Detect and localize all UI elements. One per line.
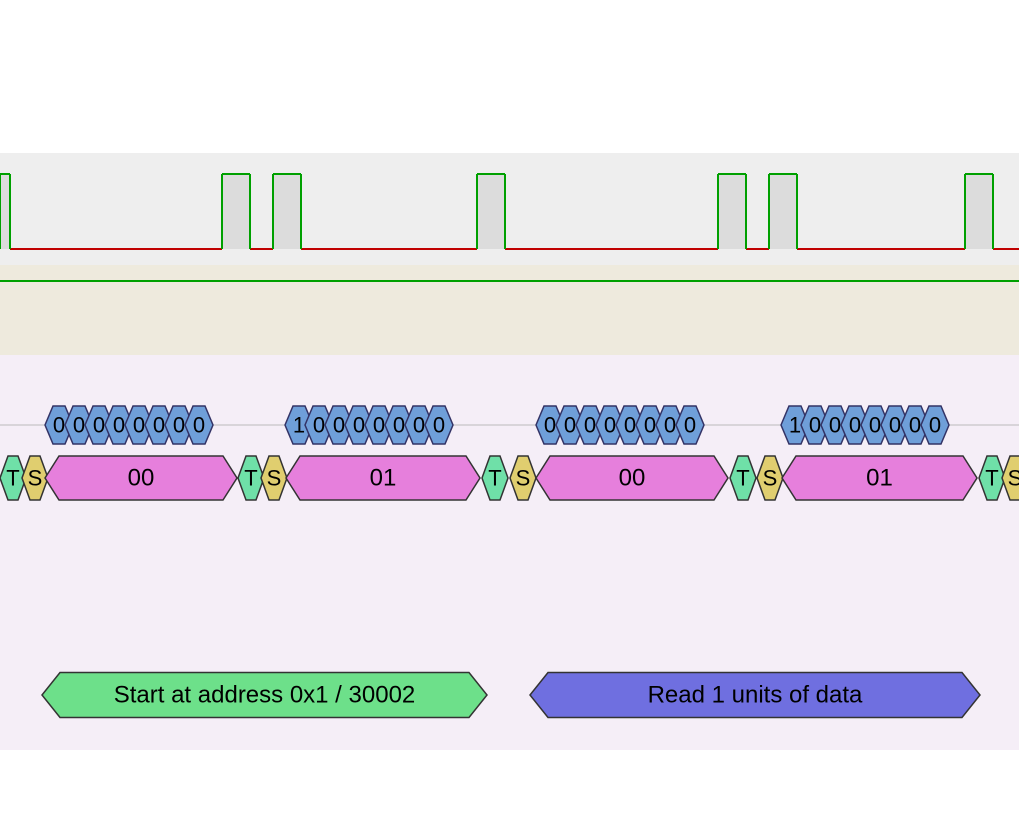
marker-label: S bbox=[267, 466, 282, 491]
bit-value: 0 bbox=[173, 413, 185, 438]
bit-value: 1 bbox=[293, 413, 305, 438]
bit-value: 0 bbox=[644, 413, 656, 438]
bit-value: 0 bbox=[193, 413, 205, 438]
marker-label: S bbox=[516, 466, 531, 491]
bit-value: 0 bbox=[153, 413, 165, 438]
bit-value: 0 bbox=[604, 413, 616, 438]
marker-label: S bbox=[763, 466, 778, 491]
annotation-hex: Start at address 0x1 / 30002 bbox=[42, 673, 487, 718]
bit-value: 0 bbox=[849, 413, 861, 438]
waveform-pulse bbox=[769, 174, 797, 249]
byte-hex: 00 bbox=[536, 456, 728, 500]
bit-value: 0 bbox=[133, 413, 145, 438]
byte-hex: 01 bbox=[286, 456, 480, 500]
marker-label: S bbox=[1008, 466, 1019, 491]
bit-value: 0 bbox=[93, 413, 105, 438]
bit-value: 0 bbox=[929, 413, 941, 438]
waveform-pulse bbox=[965, 174, 993, 249]
bit-value: 0 bbox=[113, 413, 125, 438]
waveform-pulse bbox=[718, 174, 746, 249]
bit-value: 0 bbox=[544, 413, 556, 438]
bit-value: 0 bbox=[869, 413, 881, 438]
byte-value: 00 bbox=[619, 465, 646, 492]
marker-label: T bbox=[736, 466, 749, 491]
bit-value: 0 bbox=[313, 413, 325, 438]
marker-label: T bbox=[985, 466, 998, 491]
marker-label: T bbox=[244, 466, 257, 491]
waveform-pulse bbox=[477, 174, 505, 249]
byte-hex: 01 bbox=[782, 456, 977, 500]
bit-value: 0 bbox=[393, 413, 405, 438]
secondary-strip-background bbox=[0, 265, 1019, 355]
marker-label: S bbox=[28, 466, 43, 491]
bit-value: 0 bbox=[433, 413, 445, 438]
annotation-hex: Read 1 units of data bbox=[530, 673, 980, 718]
bit-value: 0 bbox=[624, 413, 636, 438]
annotation-text: Start at address 0x1 / 30002 bbox=[114, 682, 416, 709]
bit-value: 0 bbox=[333, 413, 345, 438]
bit-value: 0 bbox=[584, 413, 596, 438]
waveform-pulse bbox=[0, 174, 10, 249]
bit-value: 0 bbox=[829, 413, 841, 438]
bit-value: 0 bbox=[664, 413, 676, 438]
bit-value: 0 bbox=[73, 413, 85, 438]
waveform-pulse bbox=[273, 174, 301, 249]
bit-value: 0 bbox=[809, 413, 821, 438]
bit-value: 0 bbox=[684, 413, 696, 438]
marker-label: T bbox=[488, 466, 501, 491]
byte-value: 01 bbox=[866, 465, 893, 492]
byte-hex: 00 bbox=[45, 456, 237, 500]
byte-value: 00 bbox=[128, 465, 155, 492]
bit-value: 0 bbox=[889, 413, 901, 438]
bit-value: 0 bbox=[564, 413, 576, 438]
annotation-text: Read 1 units of data bbox=[648, 682, 863, 709]
bit-value: 0 bbox=[413, 413, 425, 438]
bit-value: 0 bbox=[353, 413, 365, 438]
bit-value: 1 bbox=[789, 413, 801, 438]
marker-label: T bbox=[6, 466, 19, 491]
bit-value: 0 bbox=[373, 413, 385, 438]
bit-value: 0 bbox=[53, 413, 65, 438]
byte-value: 01 bbox=[370, 465, 397, 492]
waveform-pulse bbox=[222, 174, 250, 249]
bit-value: 0 bbox=[909, 413, 921, 438]
